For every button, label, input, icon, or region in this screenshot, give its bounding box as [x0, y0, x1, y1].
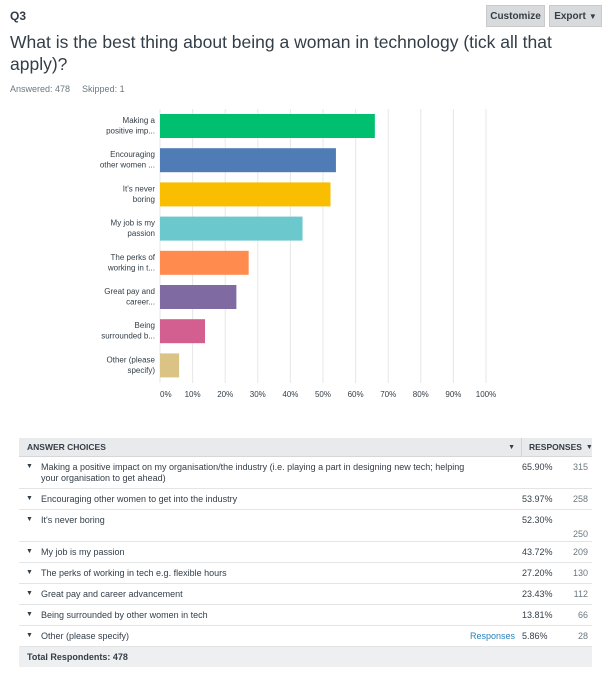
expand-row-icon[interactable]: ▼ [26, 548, 33, 555]
x-tick-label: 60% [348, 390, 364, 399]
response-count: 130 [572, 568, 588, 578]
expand-row-icon[interactable]: ▼ [26, 516, 33, 523]
answer-label: Making a positive impact on my organisat… [41, 462, 465, 483]
question-header: Q3 Customize Export ▼ [0, 0, 605, 30]
category-label: My job is my passion [111, 219, 155, 239]
category-label: Encouraging other women ... [100, 150, 155, 170]
response-count: 66 [577, 610, 588, 620]
table-row: ▼ It's never boring 52.30% 250 [19, 510, 592, 542]
responses-header-label: RESPONSES [529, 442, 582, 452]
chart-bars [160, 114, 375, 378]
table-row: ▼ Encouraging other women to get into th… [19, 489, 592, 510]
x-tick-label: 100% [476, 390, 496, 399]
answer-label: Encouraging other women to get into the … [41, 494, 238, 504]
answer-choices-header-label: ANSWER CHOICES [27, 442, 106, 452]
table-row: ▼ Other (please specify) Responses 5.86%… [19, 626, 592, 647]
response-percent: 23.43% [522, 589, 553, 599]
category-label: Other (please specify) [107, 355, 156, 375]
question-title: What is the best thing about being a wom… [10, 32, 552, 74]
chart-x-axis: 0% 10% 20% 30% 40% 50% 60% 70% 80% 90% 100% [160, 390, 496, 399]
answer-label: My job is my passion [41, 547, 125, 557]
table-row: ▼ Making a positive impact on my organis… [19, 457, 592, 489]
category-label: Making a positive imp... [106, 116, 155, 136]
x-tick-label: 70% [380, 390, 396, 399]
response-percent: 27.20% [522, 568, 553, 578]
response-count: 315 [572, 462, 588, 472]
x-tick-label: 90% [445, 390, 461, 399]
response-stats: Answered: 478 Skipped: 1 [10, 84, 125, 94]
response-percent: 52.30% [522, 515, 553, 525]
answer-label: Other (please specify) [41, 631, 130, 641]
response-count: 112 [573, 589, 588, 599]
answer-label: Being surrounded by other women in tech [41, 610, 208, 620]
response-percent: 65.90% [522, 462, 553, 472]
table-row: ▼ My job is my passion 43.72% 209 [19, 542, 592, 563]
table-header: ANSWER CHOICES ▼ RESPONSES ▼ [19, 438, 593, 457]
x-tick-label: 50% [315, 390, 331, 399]
question-number: Q3 [10, 9, 27, 23]
sort-caret-icon: ▼ [585, 443, 593, 451]
bar[interactable] [160, 250, 249, 275]
expand-row-icon[interactable]: ▼ [26, 569, 33, 576]
x-tick-label: 40% [282, 390, 298, 399]
response-count: 209 [572, 547, 588, 557]
expand-row-icon[interactable]: ▼ [26, 590, 33, 597]
category-label: The perks of working in t... [107, 253, 156, 272]
answered-count: Answered: 478 [10, 84, 71, 94]
response-count: 28 [577, 631, 588, 641]
responses-column-header[interactable]: RESPONSES ▼ [522, 438, 593, 456]
response-percent: 43.72% [522, 547, 553, 557]
table-row: ▼ The perks of working in tech e.g. flex… [19, 563, 592, 584]
bar-chart: Making a positive imp... Encouraging other … [100, 109, 496, 399]
response-percent: 53.97% [522, 494, 553, 504]
caret-down-icon: ▼ [588, 11, 597, 21]
table-row: ▼ Being surrounded by other women in tec… [19, 605, 592, 626]
response-count: 258 [572, 494, 588, 504]
bar[interactable] [160, 114, 375, 138]
answer-label: Great pay and career advancement [41, 589, 183, 599]
response-percent: 5.86% [522, 631, 548, 641]
table-row: ▼ Great pay and career advancement 23.43… [19, 584, 592, 605]
chart-category-labels: Making a positive imp... Encouraging other … [100, 116, 156, 375]
expand-row-icon[interactable]: ▼ [26, 495, 33, 502]
responses-link[interactable]: Responses [470, 631, 516, 641]
bar[interactable] [160, 216, 303, 241]
bar[interactable] [160, 319, 206, 344]
x-tick-label: 0% [160, 390, 172, 399]
expand-row-icon[interactable]: ▼ [26, 632, 33, 639]
category-label: Great pay and career... [104, 287, 155, 307]
skipped-count: Skipped: 1 [82, 84, 125, 94]
category-label: Being surrounded b... [101, 321, 155, 341]
x-tick-label: 20% [217, 390, 233, 399]
total-respondents: Total Respondents: 478 [19, 647, 592, 667]
x-tick-label: 10% [185, 390, 201, 399]
category-label: It's never boring [123, 184, 156, 204]
x-tick-label: 30% [250, 390, 266, 399]
expand-row-icon[interactable]: ▼ [26, 463, 33, 470]
sort-caret-icon: ▼ [508, 443, 515, 451]
answer-choices-column-header[interactable]: ANSWER CHOICES ▼ [19, 438, 522, 456]
export-button[interactable]: Export ▼ [549, 5, 602, 27]
answer-label: It's never boring [41, 515, 105, 525]
export-label: Export [554, 10, 586, 22]
answer-table: ANSWER CHOICES ▼ RESPONSES ▼ ▼ Making a … [19, 438, 593, 667]
bar[interactable] [160, 353, 180, 378]
answer-label: The perks of working in tech e.g. flexib… [41, 568, 227, 578]
bar[interactable] [160, 148, 336, 173]
x-tick-label: 80% [413, 390, 429, 399]
response-percent: 13.81% [522, 610, 553, 620]
response-count: 250 [572, 529, 588, 539]
bar[interactable] [160, 285, 237, 309]
bar[interactable] [160, 182, 331, 207]
customize-button[interactable]: Customize [486, 5, 545, 27]
expand-row-icon[interactable]: ▼ [26, 611, 33, 618]
